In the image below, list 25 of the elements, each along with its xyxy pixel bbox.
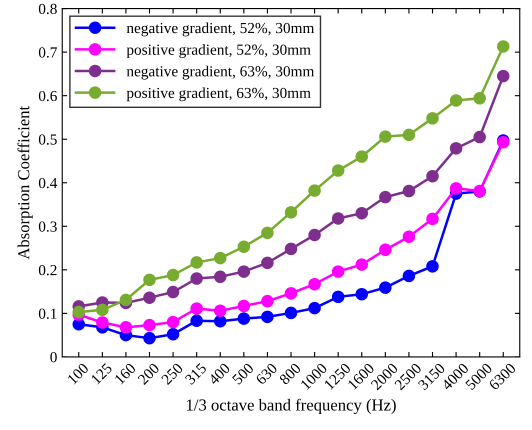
x-tick-label: 800 <box>278 362 302 386</box>
x-axis-title: 1/3 octave band frequency (Hz) <box>186 398 396 414</box>
x-tick-label: 250 <box>160 362 184 386</box>
x-tick-label: 500 <box>232 362 254 385</box>
y-tick-label: 0.8 <box>38 4 57 14</box>
y-tick-label: 0.2 <box>38 264 57 276</box>
y-tick-label: 0 <box>50 352 57 362</box>
legend-label: positive gradient, 52%, 30mm <box>126 44 311 58</box>
y-tick-label: 0.5 <box>38 134 57 145</box>
x-tick-label: 125 <box>90 362 113 385</box>
y-axis-title: Absorption Coefficient <box>17 106 33 260</box>
x-tick-label: 200 <box>137 362 160 386</box>
x-tick-label: 315 <box>184 362 208 386</box>
x-tick-label: 400 <box>208 362 231 386</box>
y-tick-label: 0.4 <box>38 178 58 188</box>
legend-label: negative gradient, 63%, 30mm <box>126 66 314 80</box>
x-tick-label: 160 <box>114 362 136 385</box>
y-tick-label: 0.1 <box>38 308 56 319</box>
y-tick-label: 0.7 <box>38 47 57 58</box>
x-tick-label: 630 <box>255 362 278 386</box>
legend-label: positive gradient, 63%, 30mm <box>126 87 311 102</box>
y-tick-label: 0.3 <box>38 221 57 232</box>
y-tick-label: 0.6 <box>38 90 57 102</box>
legend-label: negative gradient, 52%, 30mm <box>126 22 314 36</box>
x-tick-label: 100 <box>67 362 90 385</box>
